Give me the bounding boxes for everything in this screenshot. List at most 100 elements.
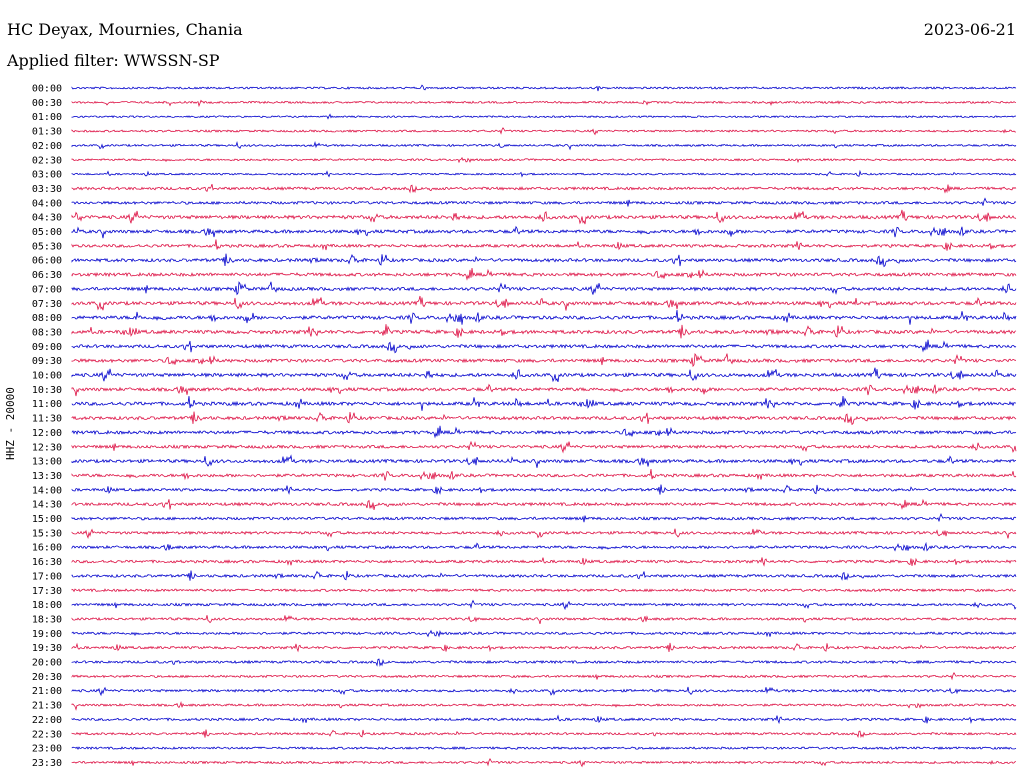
row-time-label: 21:30 <box>32 701 62 712</box>
row-time-label: 19:30 <box>32 643 62 654</box>
trace-line <box>71 498 1017 510</box>
trace-line <box>71 324 1017 339</box>
row-time-label: 11:30 <box>32 414 62 425</box>
row-time-label: 15:00 <box>32 514 62 525</box>
trace-line <box>71 84 1017 92</box>
row-time-label: 18:00 <box>32 600 62 611</box>
trace-line <box>71 513 1017 523</box>
trace-line <box>71 658 1017 667</box>
trace-line <box>71 383 1017 397</box>
trace-line <box>71 197 1017 207</box>
trace-line <box>71 169 1017 178</box>
row-time-label: 10:30 <box>32 385 62 396</box>
trace-line <box>71 615 1017 625</box>
trace-line <box>71 484 1017 495</box>
row-time-label: 16:00 <box>32 543 62 554</box>
trace-line <box>71 127 1016 136</box>
row-time-label: 12:00 <box>32 428 62 439</box>
row-time-label: 05:30 <box>32 241 62 252</box>
trace-line <box>71 339 1017 354</box>
row-time-label: 01:00 <box>32 112 62 123</box>
row-time-label: 20:30 <box>32 672 62 683</box>
trace-line <box>71 425 1017 439</box>
row-time-label: 01:30 <box>32 127 62 138</box>
row-time-label: 10:00 <box>32 371 62 382</box>
row-time-label: 03:30 <box>32 184 62 195</box>
trace-line <box>71 588 1017 593</box>
row-time-label: 06:00 <box>32 256 62 267</box>
row-time-label: 13:30 <box>32 471 62 482</box>
trace-line <box>71 267 1017 281</box>
trace-line <box>71 686 1017 697</box>
date-label: 2023-06-21 <box>923 20 1016 39</box>
trace-line <box>71 99 1016 108</box>
trace-line <box>71 156 1017 164</box>
row-time-label: 02:30 <box>32 155 62 166</box>
trace-line <box>71 700 1017 711</box>
trace-line <box>71 671 1017 681</box>
trace-line <box>71 454 1017 468</box>
row-time-label: 00:30 <box>32 98 62 109</box>
row-time-label: 17:00 <box>32 571 62 582</box>
trace-line <box>71 714 1017 725</box>
trace-line <box>71 295 1017 311</box>
row-time-label: 04:30 <box>32 213 62 224</box>
trace-line <box>71 209 1017 225</box>
trace-line <box>71 281 1017 296</box>
trace-line <box>71 469 1017 481</box>
row-time-label: 02:00 <box>32 141 62 152</box>
trace-line <box>71 629 1017 638</box>
row-time-label: 18:30 <box>32 614 62 625</box>
row-time-label: 12:30 <box>32 442 62 453</box>
filter-subtitle: Applied filter: WWSSN-SP <box>7 51 220 70</box>
trace-line <box>71 758 1017 768</box>
row-time-label: 23:00 <box>32 744 62 755</box>
trace-line <box>71 746 1017 751</box>
trace-line <box>71 367 1017 383</box>
trace-line <box>71 557 1017 567</box>
row-time-label: 22:30 <box>32 729 62 740</box>
trace-line <box>71 225 1017 239</box>
row-time-label: 14:00 <box>32 485 62 496</box>
row-time-label: 05:00 <box>32 227 62 238</box>
trace-line <box>71 642 1016 653</box>
row-time-label: 06:30 <box>32 270 62 281</box>
row-time-label: 22:00 <box>32 715 62 726</box>
row-time-label: 19:00 <box>32 629 62 640</box>
trace-line <box>71 352 1016 368</box>
row-time-label: 04:00 <box>32 198 62 209</box>
row-time-label: 08:30 <box>32 327 62 338</box>
trace-line <box>71 140 1017 151</box>
row-time-label: 07:30 <box>32 299 62 310</box>
trace-line <box>71 411 1017 426</box>
trace-line <box>71 183 1017 194</box>
row-time-label: 15:30 <box>32 528 62 539</box>
row-time-label: 09:30 <box>32 356 62 367</box>
row-time-label: 23:30 <box>32 758 62 769</box>
trace-line <box>71 395 1016 411</box>
trace-line <box>71 113 1017 120</box>
row-time-label: 20:00 <box>32 658 62 669</box>
row-time-label: 13:00 <box>32 457 62 468</box>
row-time-label: 17:30 <box>32 586 62 597</box>
trace-line <box>71 528 1017 539</box>
row-time-label: 08:00 <box>32 313 62 324</box>
trace-line <box>71 309 1017 325</box>
trace-line <box>71 729 1017 738</box>
row-time-label: 16:30 <box>32 557 62 568</box>
row-time-label: 03:00 <box>32 170 62 181</box>
trace-line <box>71 239 1017 251</box>
row-time-label: 14:30 <box>32 500 62 511</box>
trace-line <box>71 599 1017 611</box>
trace-line <box>71 541 1017 552</box>
row-time-label: 07:00 <box>32 284 62 295</box>
row-time-label: 11:00 <box>32 399 62 410</box>
row-time-label: 00:00 <box>32 84 62 95</box>
row-time-label: 21:00 <box>32 686 62 697</box>
station-title: HC Deyax, Mournies, Chania <box>7 20 243 39</box>
trace-line <box>71 570 1017 581</box>
row-time-label: 09:00 <box>32 342 62 353</box>
trace-line <box>71 440 1017 454</box>
trace-line <box>71 253 1017 268</box>
